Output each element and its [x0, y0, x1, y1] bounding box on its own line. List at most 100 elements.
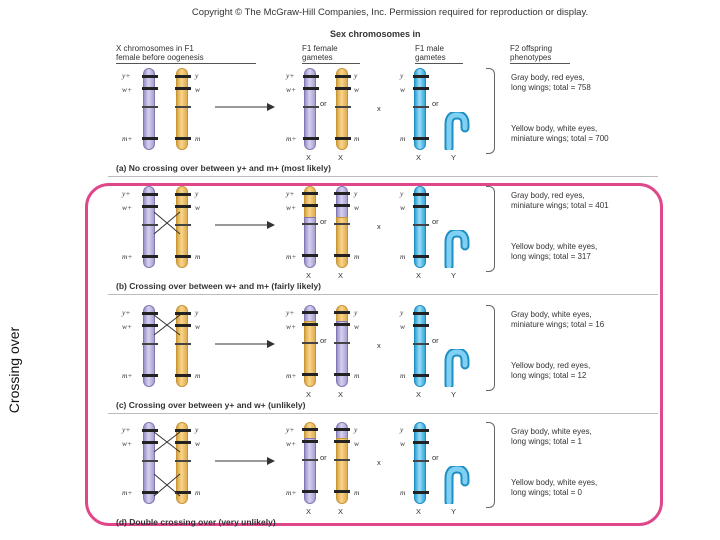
centromere: [142, 342, 158, 345]
gene-band: [142, 491, 158, 494]
gene-band: [142, 193, 158, 196]
phenotype-bottom: Yellow body, red eyes, long wings; total …: [511, 361, 590, 380]
gene-band: [175, 374, 191, 377]
gene-band: [413, 137, 429, 140]
gene-band: [413, 312, 429, 315]
gene-band: [413, 441, 429, 444]
header-underline: [116, 63, 256, 64]
y-chromosome-label: Y: [451, 507, 457, 516]
crossover-line: [153, 314, 181, 336]
parental-x-chromosome-yellow: [175, 186, 191, 268]
x-chromosome-label: X: [306, 271, 312, 280]
gene-band: [142, 75, 158, 78]
allele-label-m-plus: m+: [122, 252, 133, 261]
gene-band: [302, 323, 318, 326]
gene-band: [175, 193, 191, 196]
header-line: F1 female: [302, 44, 338, 53]
phenotype-line: Yellow body, white eyes,: [511, 242, 598, 251]
phenotype-top: Gray body, white eyes, long wings; total …: [511, 427, 592, 446]
gene-band: [303, 75, 319, 78]
gene-band: [413, 205, 429, 208]
x-chromosome-label: X: [338, 507, 344, 516]
or-label: or: [432, 453, 439, 462]
allele-label-m: m: [195, 134, 201, 143]
chromosome-segment: [336, 438, 348, 504]
x-chromosome-label: X: [338, 390, 344, 399]
allele-label: m: [354, 134, 360, 143]
female-gamete-x-recombinant-2: [334, 305, 350, 387]
panel-divider: [108, 176, 658, 177]
phenotype-line: Gray body, white eyes,: [511, 427, 592, 436]
crossover-line: [153, 211, 181, 235]
gene-band: [302, 254, 318, 257]
centromere: [302, 341, 318, 344]
gene-band: [175, 491, 191, 494]
centromere: [302, 222, 318, 225]
phenotype-brace: [486, 68, 495, 154]
copyright-notice: Copyright © The McGraw-Hill Companies, I…: [191, 7, 589, 18]
cross-symbol: x: [377, 104, 381, 113]
male-gamete-x: [413, 305, 429, 387]
allele-label-w: w: [195, 203, 201, 212]
gene-band: [175, 429, 191, 432]
header-underline: [415, 63, 463, 64]
allele-label-y: y: [195, 308, 199, 317]
gene-band: [302, 373, 318, 376]
header-line: gametes: [415, 53, 446, 62]
y-chromosome: [444, 349, 470, 387]
gene-band: [175, 441, 191, 444]
cross-symbol: x: [377, 458, 381, 467]
allele-label-m: m: [195, 488, 201, 497]
gene-band: [302, 428, 318, 431]
header-underline: [510, 63, 570, 64]
header-line: F2 offspring: [510, 44, 553, 53]
allele-label: m: [400, 488, 406, 497]
header-line: X chromosomes in F1: [116, 44, 194, 53]
allele-label-w: w: [195, 85, 201, 94]
gene-band: [175, 312, 191, 315]
phenotype-line: long wings; total = 0: [511, 487, 582, 497]
header-line: F1 male: [415, 44, 444, 53]
gene-band: [302, 311, 318, 314]
gene-band: [335, 87, 351, 90]
phenotype-line: Gray body, red eyes,: [511, 191, 585, 200]
phenotype-line: long wings; total = 1: [511, 436, 582, 446]
y-chromosome-label: Y: [451, 153, 457, 162]
centromere: [413, 105, 429, 108]
centromere: [413, 223, 429, 226]
header-line: gametes: [302, 53, 333, 62]
gene-band: [334, 204, 350, 207]
gene-band: [334, 490, 350, 493]
gene-band: [175, 75, 191, 78]
phenotype-line: miniature wings; total = 401: [511, 200, 609, 210]
phenotype-line: long wings; total = 317: [511, 251, 591, 261]
crossover-lines: [153, 211, 181, 235]
gene-band: [335, 137, 351, 140]
gene-band: [334, 254, 350, 257]
allele-label: m+: [286, 252, 297, 261]
allele-label-m: m: [195, 252, 201, 261]
allele-label-y-plus: y+: [122, 71, 131, 80]
allele-label-w-plus: w+: [122, 439, 133, 448]
gene-band: [413, 255, 429, 258]
phenotype-line: Gray body, red eyes,: [511, 73, 585, 82]
allele-label-y: y: [195, 189, 199, 198]
x-chromosome-label: X: [416, 390, 422, 399]
female-gamete-x-recombinant-2: [334, 422, 350, 504]
gene-band: [175, 87, 191, 90]
gene-band: [142, 374, 158, 377]
allele-label-y-plus: y+: [122, 189, 131, 198]
gene-band: [334, 311, 350, 314]
allele-label: y: [400, 189, 404, 198]
panel-divider: [108, 294, 658, 295]
allele-label: w: [400, 322, 406, 331]
header-female-gametes: F1 female gametes: [302, 44, 338, 62]
x-chromosome-label: X: [338, 271, 344, 280]
gene-band: [413, 75, 429, 78]
phenotype-line: Yellow body, white eyes,: [511, 478, 598, 487]
gene-band: [303, 137, 319, 140]
gene-band: [302, 490, 318, 493]
y-chromosome: [444, 230, 470, 268]
allele-label: m: [400, 134, 406, 143]
header-male-gametes: F1 male gametes: [415, 44, 446, 62]
